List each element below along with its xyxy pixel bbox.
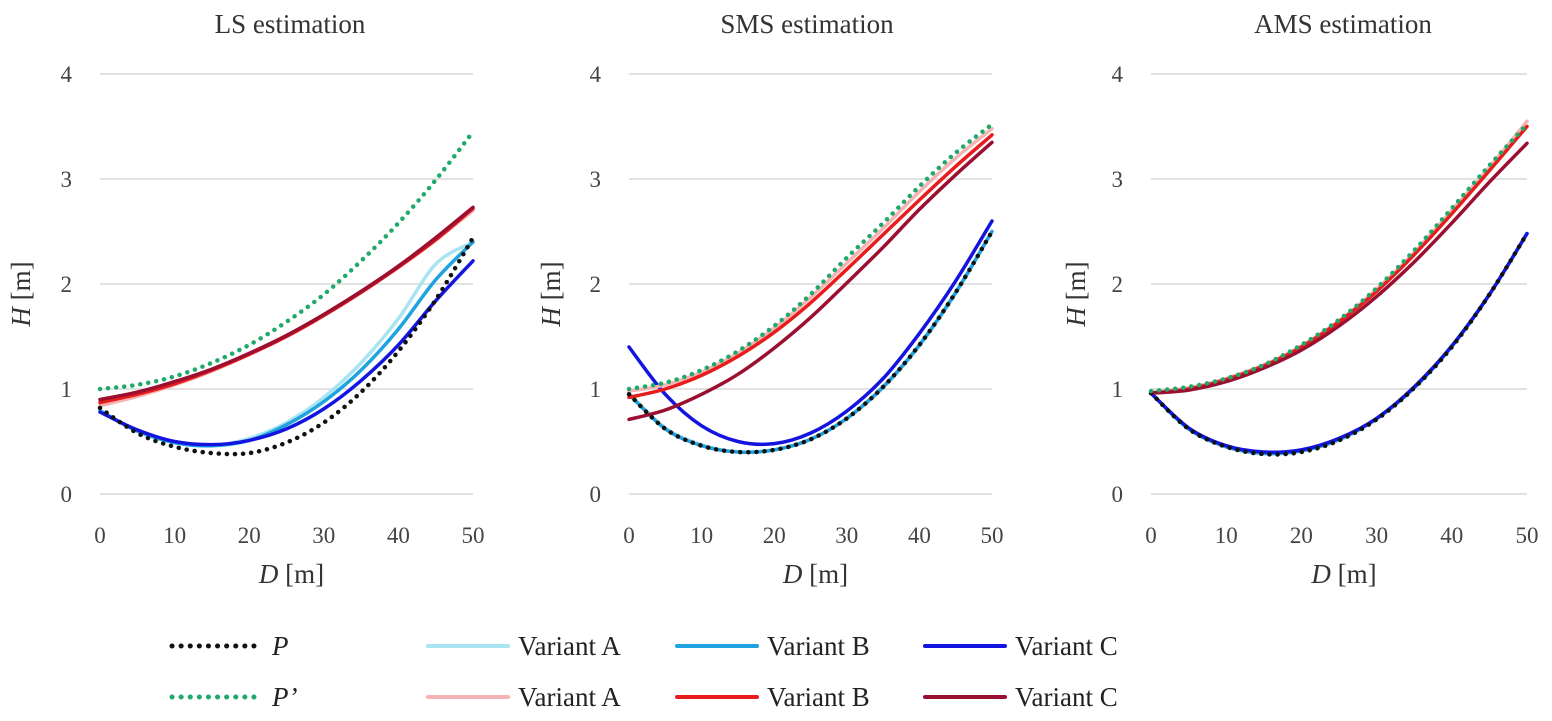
y-tick-label: 1 (61, 377, 73, 402)
y-axis-var: H (6, 306, 36, 328)
x-tick-label: 10 (163, 523, 186, 548)
x-tick-label: 10 (690, 523, 713, 548)
x-tick-label: 20 (763, 523, 786, 548)
chart-title: AMS estimation (1254, 9, 1432, 39)
x-tick-label: 10 (1215, 523, 1238, 548)
x-axis-var: D (1310, 559, 1331, 589)
y-tick-label: 4 (590, 62, 602, 87)
x-axis-var: D (782, 559, 803, 589)
y-tick-label: 4 (61, 62, 73, 87)
x-tick-label: 30 (312, 523, 335, 548)
x-axis-label: D [m] (782, 559, 848, 589)
y-tick-label: 0 (61, 482, 73, 507)
x-axis-label: D [m] (1310, 559, 1376, 589)
y-axis-var: H (1061, 306, 1091, 328)
x-tick-label: 20 (1290, 523, 1313, 548)
series-line-c-red (1149, 141, 1529, 395)
chart-title: SMS estimation (720, 9, 894, 39)
legend: P Variant A Variant B Variant C P’ Variant A V… (169, 631, 1118, 712)
series-line-pp (97, 129, 476, 392)
x-axis-label: D [m] (258, 559, 324, 589)
y-tick-label: 1 (590, 377, 602, 402)
x-axis-unit: [m] (278, 559, 324, 589)
x-axis-unit: [m] (1331, 559, 1377, 589)
legend-label: Variant C (1015, 682, 1118, 712)
legend-label: P (271, 631, 289, 661)
x-tick-label: 50 (981, 523, 1004, 548)
series-line-c-red (627, 140, 994, 422)
x-tick-label: 40 (1440, 523, 1463, 548)
y-axis-unit: [m] (1061, 261, 1091, 307)
y-axis-label: H [m] (536, 261, 566, 327)
y-axis-label: H [m] (1061, 261, 1091, 327)
series-line-a-red (627, 126, 994, 393)
series-line-b-red (627, 133, 994, 400)
x-axis-unit: [m] (802, 559, 848, 589)
chart-title: LS estimation (215, 9, 366, 39)
x-tick-label: 30 (835, 523, 858, 548)
legend-label: P’ (271, 682, 297, 712)
x-tick-label: 50 (1516, 523, 1539, 548)
y-tick-label: 1 (1112, 377, 1124, 402)
y-axis-unit: [m] (536, 261, 566, 307)
series-line-c-blue (98, 259, 475, 447)
y-tick-label: 0 (1112, 482, 1124, 507)
x-tick-label: 0 (1145, 523, 1157, 548)
series-line-c-red (98, 205, 475, 402)
y-tick-label: 3 (590, 167, 602, 192)
y-tick-label: 2 (1112, 272, 1124, 297)
legend-label: Variant A (518, 631, 621, 661)
legend-label: Variant C (1015, 631, 1118, 661)
y-tick-label: 4 (1112, 62, 1124, 87)
y-tick-label: 2 (590, 272, 602, 297)
x-tick-label: 30 (1365, 523, 1388, 548)
series-line-pp (1148, 122, 1530, 394)
series-line-pp (626, 122, 995, 392)
x-tick-label: 40 (908, 523, 931, 548)
y-axis-unit: [m] (6, 261, 36, 307)
x-tick-label: 0 (623, 523, 635, 548)
x-tick-label: 50 (462, 523, 485, 548)
legend-label: Variant B (767, 682, 870, 712)
y-axis-var: H (536, 306, 566, 328)
y-tick-label: 2 (61, 272, 73, 297)
x-tick-label: 40 (387, 523, 410, 548)
legend-label: Variant A (518, 682, 621, 712)
series-line-p (1148, 231, 1530, 457)
series-line-p (97, 235, 476, 457)
series-line-c-blue (627, 219, 994, 447)
y-tick-label: 0 (590, 482, 602, 507)
y-tick-label: 3 (1112, 167, 1124, 192)
x-tick-label: 20 (238, 523, 261, 548)
legend-label: Variant B (767, 631, 870, 661)
x-tick-label: 0 (94, 523, 106, 548)
y-axis-label: H [m] (6, 261, 36, 327)
y-tick-label: 3 (61, 167, 73, 192)
x-axis-var: D (258, 559, 279, 589)
series-line-p (626, 229, 995, 455)
